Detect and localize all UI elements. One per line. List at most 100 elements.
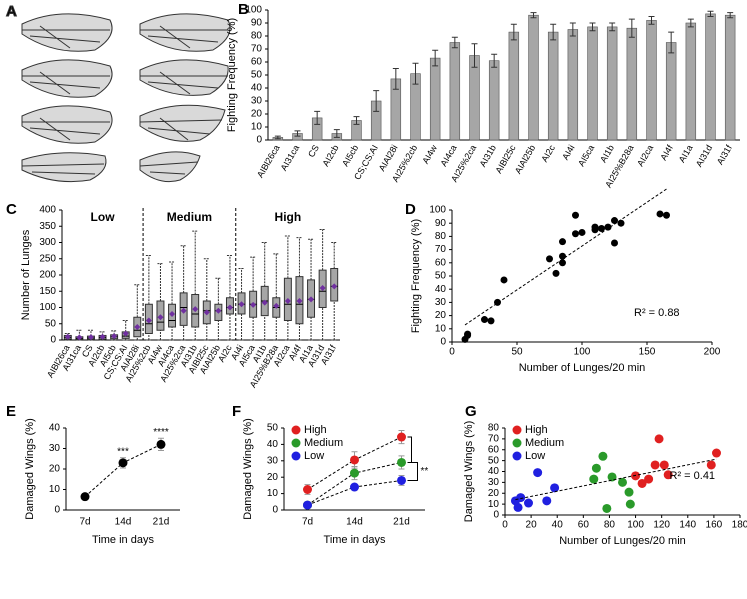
x-tick-label: 60 [578,520,590,531]
error-bar [412,62,419,85]
significance: **** [153,427,169,438]
whisker [319,229,326,341]
wing [139,104,226,142]
y-tick-label: 0 [493,510,499,521]
y-tick-label: 50 [488,455,500,466]
wing [21,152,107,183]
panel-label: D [405,201,416,218]
x-tick-label: 100 [574,347,591,358]
point [303,500,312,510]
error-bar [687,18,694,28]
mean-marker [64,333,71,340]
point [397,432,406,442]
bar [528,14,539,141]
y-tick-label: 80 [488,423,500,434]
point [559,238,566,246]
point [487,317,495,325]
y-tick-label: 0 [54,505,60,516]
legend-marker [512,451,522,461]
bar [646,20,657,141]
mean-marker [87,334,94,341]
mean-marker [273,302,280,309]
y-tick-label: 200 [39,270,56,281]
legend-marker [291,451,301,461]
y-tick-label: 150 [39,286,56,297]
x-tick-label: CS [306,143,321,159]
error-bar [353,116,360,125]
x-tick-label: AI2c [539,143,557,164]
mean-marker [284,298,291,304]
point [591,463,601,473]
y-tick-label: 30 [267,455,279,466]
error-bar [648,16,655,25]
error-bar [314,110,321,125]
x-tick-label: 20 [526,520,538,531]
panel-label: F [232,403,241,420]
x-tick-label: 40 [552,520,564,531]
whisker [238,268,245,341]
legend-label: Medium [525,437,564,449]
mean-marker [319,285,326,291]
wing-vein [139,117,223,141]
error-bar [471,43,478,68]
whisker [203,258,210,341]
point [516,493,526,503]
point [591,223,599,231]
point [578,228,586,236]
y-axis-label: Damaged Wings (%) [24,418,36,519]
wing-vein [140,71,228,95]
group-label: Low [91,210,116,224]
wing [21,105,113,144]
mean-marker [180,307,187,314]
y-tick-label: 0 [272,505,278,516]
point [712,448,721,458]
mean-marker [192,306,199,313]
y-tick-label: 70 [435,244,447,255]
error-bar [432,49,439,67]
mean-marker [238,301,245,308]
point [618,477,627,487]
error-bar [668,31,675,54]
y-tick-label: 70 [488,434,500,445]
wing-vein [139,161,199,175]
y-tick-label: 300 [39,237,56,248]
y-axis-label: Fighting Frequency (%) [410,219,422,333]
x-tick-label: AI2ca [635,143,655,168]
point [659,460,669,470]
whisker [261,242,268,341]
y-tick-label: 10 [488,499,500,510]
y-tick-label: 80 [251,31,263,42]
point [624,487,634,497]
group-label: High [275,210,302,224]
error-bar [491,53,498,68]
significance: ** [421,466,429,477]
mean-marker [215,307,222,314]
whisker [273,253,280,341]
point [644,474,654,484]
x-tick-label: AIBl26ca [255,143,282,179]
y-tick-label: 20 [251,109,263,120]
error-bar [392,68,399,90]
error-bar [589,22,596,32]
trendline [515,458,717,501]
legend-marker [512,438,522,448]
error-bar [451,36,458,49]
whisker [215,277,222,341]
whisker [122,320,129,341]
error-bar [510,23,517,41]
x-tick-label: 80 [604,520,616,531]
wing [21,59,113,98]
x-tick-label: AI4ca [438,143,458,168]
wing-vein [22,117,110,141]
y-tick-label: 40 [49,423,61,434]
point [625,499,635,509]
whisker [169,261,176,341]
mean-marker [308,296,315,303]
x-tick-label: AI5cb [340,143,360,168]
point [513,502,523,512]
y-tick-label: 100 [245,5,262,16]
x-tick-label: AI31f [715,143,734,167]
error-bar [530,12,537,19]
y-tick-label: 0 [256,135,262,146]
